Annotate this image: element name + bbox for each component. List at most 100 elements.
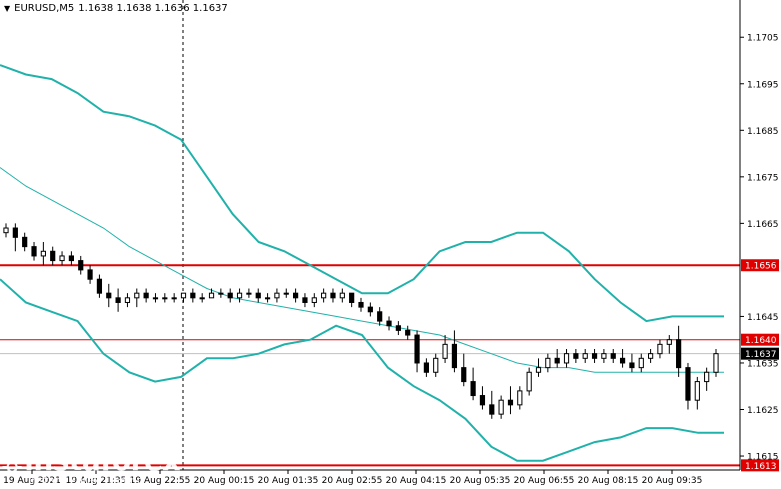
price-tag-current: 1.1637 bbox=[741, 347, 779, 360]
candle-body bbox=[479, 395, 486, 406]
bollinger-upper-line bbox=[0, 64, 724, 323]
indicator-lines bbox=[0, 64, 724, 462]
symbol-timeframe: EURUSD,M5 bbox=[14, 3, 75, 14]
candle-body bbox=[638, 357, 644, 369]
y-tick-label: 1.1685 bbox=[747, 127, 779, 137]
candle-body bbox=[115, 297, 121, 303]
candle-body bbox=[339, 292, 345, 299]
x-tick-label: 20 Aug 05:35 bbox=[450, 476, 511, 486]
x-axis-labels: 19 Aug 2021 19 Aug 21:35 19 Aug 22:55 20 Au… bbox=[3, 470, 702, 486]
candle-body bbox=[535, 367, 542, 373]
candle-body bbox=[96, 278, 103, 294]
candle-body bbox=[264, 297, 271, 300]
candle-body bbox=[68, 255, 74, 262]
candle-body bbox=[171, 297, 177, 300]
candle-body bbox=[405, 329, 411, 336]
level-lines bbox=[0, 264, 740, 467]
candle-body bbox=[657, 343, 663, 355]
y-tick-label: 1.1695 bbox=[747, 80, 779, 90]
candle-body bbox=[554, 357, 560, 364]
candle-body bbox=[601, 353, 607, 359]
x-tick-label: 19 Aug 22:55 bbox=[130, 476, 191, 486]
candle-body bbox=[648, 353, 654, 359]
candle-body bbox=[507, 399, 514, 406]
candle-body bbox=[666, 339, 672, 345]
candles bbox=[3, 223, 719, 419]
candle-body bbox=[433, 357, 439, 373]
candle-body bbox=[311, 297, 317, 303]
price-tag-level: 1.1640 bbox=[741, 333, 779, 346]
y-tick-label: 1.1635 bbox=[747, 359, 779, 369]
y-tick-label: 1.1645 bbox=[747, 313, 779, 323]
candle-body bbox=[489, 404, 495, 415]
candle-body bbox=[3, 227, 9, 234]
candle-body bbox=[423, 362, 429, 373]
candle-body bbox=[218, 292, 224, 295]
y-tick-label: 1.1625 bbox=[747, 406, 779, 416]
candle-body bbox=[395, 325, 401, 331]
x-tick-label: 20 Aug 06:55 bbox=[514, 476, 575, 486]
candle-body bbox=[152, 297, 159, 300]
candle-body bbox=[59, 255, 65, 262]
candle-body bbox=[143, 292, 149, 299]
y-tick-label: 1.1675 bbox=[747, 173, 779, 183]
candle-body bbox=[283, 292, 289, 295]
x-tick-label: 19 Aug 21:35 bbox=[66, 476, 127, 486]
candle-body bbox=[619, 357, 626, 364]
candle-body bbox=[713, 353, 719, 373]
moving-average-line bbox=[0, 167, 724, 373]
candle-body bbox=[377, 311, 383, 322]
candle-body bbox=[582, 353, 588, 359]
candle-body bbox=[685, 367, 691, 401]
x-tick-label: 20 Aug 08:15 bbox=[578, 476, 639, 486]
candle-body bbox=[12, 227, 18, 238]
candle-body bbox=[676, 339, 682, 369]
price-tags: 1.1656 1.1640 1.1613 1.1637 bbox=[741, 259, 779, 472]
candle-body bbox=[573, 353, 579, 359]
price-tag-level: 1.1613 bbox=[741, 459, 779, 472]
candle-body bbox=[22, 236, 28, 248]
price-tag-label: 1.1640 bbox=[745, 336, 777, 346]
axes bbox=[0, 0, 741, 471]
candle-body bbox=[442, 343, 448, 359]
instaforex-logo-icon bbox=[2, 456, 22, 477]
candle-body bbox=[124, 297, 131, 303]
watermark-logo: instaforex Instant Forex Trading bbox=[0, 444, 180, 489]
x-tick-label: 20 Aug 04:15 bbox=[386, 476, 447, 486]
candle-body bbox=[162, 297, 168, 300]
triangle-down-icon[interactable]: ▼ bbox=[4, 3, 11, 13]
x-tick-label: 20 Aug 02:55 bbox=[322, 476, 383, 486]
y-tick-label: 1.1665 bbox=[747, 220, 779, 230]
candle-body bbox=[563, 353, 570, 364]
candle-body bbox=[610, 353, 616, 359]
x-tick-label: 20 Aug 09:35 bbox=[642, 476, 703, 486]
candle-body bbox=[255, 292, 261, 299]
price-tag-label: 1.1656 bbox=[745, 262, 777, 272]
x-tick-label: 20 Aug 00:15 bbox=[194, 476, 255, 486]
y-tick-label: 1.1705 bbox=[747, 34, 779, 44]
x-tick-label: 20 Aug 01:35 bbox=[258, 476, 319, 486]
candle-body bbox=[227, 292, 233, 299]
candle-body bbox=[302, 297, 308, 303]
candle-body bbox=[180, 292, 187, 299]
candle-body bbox=[40, 250, 46, 257]
watermark-brand: instaforex bbox=[24, 443, 180, 477]
ohlc-readout: 1.1638 1.1638 1.1636 1.1637 bbox=[78, 3, 228, 14]
candle-body bbox=[694, 381, 700, 401]
candle-body bbox=[461, 367, 467, 383]
candle-body bbox=[349, 292, 355, 303]
candle-body bbox=[498, 399, 504, 415]
candle-body bbox=[134, 292, 140, 299]
candle-body bbox=[526, 371, 532, 392]
candle-body bbox=[31, 246, 37, 257]
candle-body bbox=[704, 371, 710, 383]
candle-body bbox=[87, 269, 93, 280]
candle-body bbox=[50, 250, 56, 262]
candle-body bbox=[236, 292, 243, 299]
candle-body bbox=[517, 390, 523, 406]
candle-body bbox=[591, 353, 598, 359]
chart-title[interactable]: ▼ EURUSD,M5 1.1638 1.1638 1.1636 1.1637 bbox=[4, 3, 228, 14]
candle-body bbox=[190, 292, 196, 299]
